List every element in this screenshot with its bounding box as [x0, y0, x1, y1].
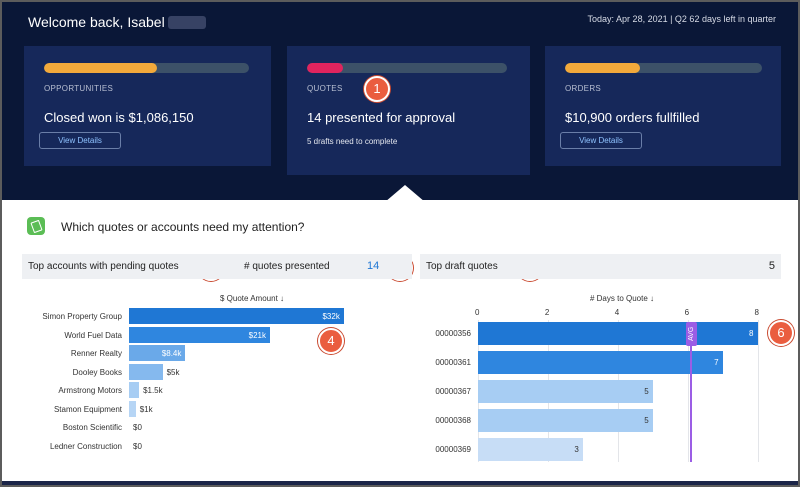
quotes-subtext: 5 drafts need to complete — [307, 137, 398, 146]
quotes-label: QUOTES — [307, 84, 343, 93]
quotes-presented-count[interactable]: 14 — [367, 260, 380, 272]
quotes-progress — [307, 63, 507, 73]
account-label: Ledner Construction — [49, 441, 122, 451]
draft-quote-bar — [478, 351, 723, 374]
callout-badge-6: 6 — [768, 320, 794, 346]
average-marker: AVG — [685, 322, 697, 346]
draft-quote-value: 7 — [714, 358, 719, 367]
quotes-progress-fill — [307, 63, 343, 73]
x-tick-label: 2 — [544, 308, 550, 317]
opportunities-view-details-button[interactable]: View Details — [39, 132, 121, 149]
account-label: Stamon Equipment — [53, 404, 122, 414]
top-drafts-count: 5 — [768, 260, 775, 272]
quotes-presented-label: # quotes presented — [244, 261, 330, 272]
opportunities-card: OPPORTUNITIES Closed won is $1,086,150 V… — [24, 46, 271, 166]
quote-tag-icon — [27, 217, 45, 235]
account-value-label: $21k — [248, 330, 266, 340]
quotes-card: QUOTES 14 presented for approval 5 draft… — [287, 46, 530, 175]
account-value-label: $0 — [133, 441, 142, 451]
top-accounts-label: Top accounts with pending quotes — [28, 261, 179, 272]
account-value-label: $1k — [139, 404, 153, 414]
draft-quote-bar — [478, 380, 653, 403]
account-value-label: $32k — [322, 312, 340, 321]
attention-question: Which quotes or accounts need my attenti… — [61, 220, 305, 234]
opportunities-label: OPPORTUNITIES — [44, 84, 114, 93]
account-bar — [129, 363, 163, 380]
grid-line — [687, 320, 689, 462]
account-bar — [129, 326, 270, 343]
account-label: Dooley Books — [72, 367, 122, 377]
orders-view-details-button[interactable]: View Details — [560, 132, 642, 149]
account-value-label: $1.5k — [143, 386, 163, 395]
account-value-label: $8.4k — [161, 349, 182, 358]
x-tick-label: 8 — [754, 308, 759, 317]
opportunities-progress — [44, 63, 249, 73]
draft-quote-label: 00000361 — [435, 358, 471, 367]
callout-badge-4: 4 — [318, 328, 344, 354]
account-bar — [129, 400, 136, 417]
account-label: Renner Realty — [70, 349, 122, 358]
draft-quote-bar — [478, 438, 583, 461]
draft-quote-value: 8 — [749, 329, 754, 338]
average-line — [689, 332, 692, 462]
account-label: Simon Property Group — [42, 312, 122, 321]
orders-progress — [565, 63, 762, 73]
opportunities-value: Closed won is $1,086,150 — [44, 110, 194, 125]
account-label: Boston Scientific — [62, 423, 122, 432]
top-drafts-label: Top draft quotes — [426, 261, 498, 272]
draft-quote-value: 5 — [644, 416, 649, 425]
draft-quote-label: 00000367 — [435, 387, 471, 396]
draft-quote-label: 00000369 — [435, 445, 471, 454]
today-info: Today: Apr 28, 2021 | Q2 62 days left in… — [587, 14, 776, 24]
bottom-edge — [2, 481, 798, 485]
account-bar — [129, 345, 186, 361]
x-tick-label: 4 — [614, 308, 620, 317]
days-to-quote-axis-title: # Days to Quote ↓ — [589, 294, 655, 303]
grid-line — [757, 320, 759, 462]
draft-quote-bar — [478, 409, 653, 432]
account-value-label: $5k — [166, 367, 180, 377]
quote-amount-axis-title: $ Quote Amount ↓ — [219, 294, 285, 303]
draft-quote-label: 00000356 — [435, 329, 471, 338]
draft-quote-value: 5 — [644, 387, 649, 396]
orders-label: ORDERS — [565, 84, 602, 93]
account-bar — [129, 308, 344, 324]
draft-quote-value: 3 — [574, 445, 579, 454]
orders-progress-fill — [565, 63, 640, 73]
account-label: Armstrong Motors — [58, 386, 122, 395]
account-label: World Fuel Data — [64, 330, 122, 340]
orders-value: $10,900 orders fullfilled — [565, 110, 700, 125]
quotes-value: 14 presented for approval — [307, 110, 456, 125]
quotes-selected-pointer — [385, 185, 425, 202]
top-accounts-header: Top accounts with pending quotes # quote… — [22, 254, 412, 279]
summary-header: Welcome back, Isabel Today: Apr 28, 2021… — [2, 2, 798, 202]
draft-quote-bar — [478, 322, 758, 345]
redacted-name — [167, 16, 206, 29]
draft-quote-label: 00000368 — [435, 416, 471, 425]
opportunities-progress-fill — [44, 63, 157, 73]
account-value-label: $0 — [133, 423, 142, 432]
orders-card: ORDERS $10,900 orders fullfilled View De… — [545, 46, 781, 166]
x-tick-label: 6 — [684, 308, 690, 317]
top-drafts-header: Top draft quotes 5 — [420, 254, 781, 279]
callout-badge-1: 1 — [364, 76, 390, 102]
welcome-text: Welcome back, Isabel — [28, 14, 206, 30]
x-tick-label: 0 — [475, 308, 480, 317]
account-bar — [129, 382, 140, 398]
